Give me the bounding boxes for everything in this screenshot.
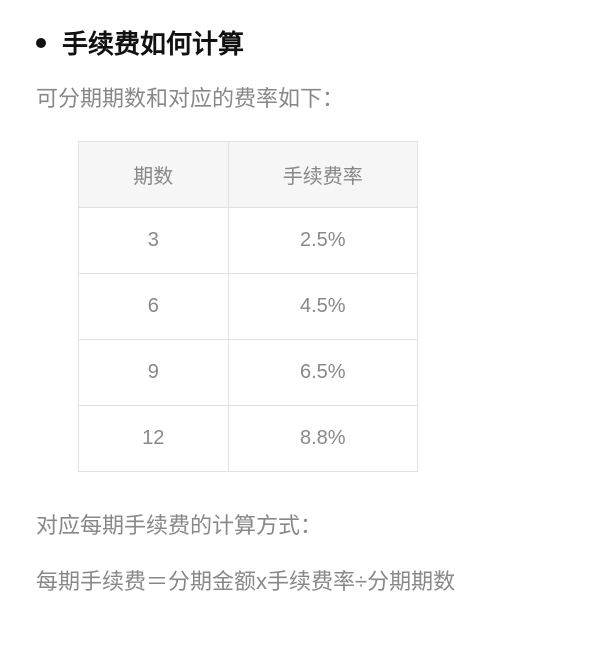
table-cell-period: 12 xyxy=(79,406,229,472)
table-header-rate: 手续费率 xyxy=(228,142,417,208)
table-cell-period: 9 xyxy=(79,340,229,406)
table-row: 9 6.5% xyxy=(79,340,418,406)
table-cell-rate: 2.5% xyxy=(228,208,417,274)
formula-label: 对应每期手续费的计算方式： xyxy=(36,508,564,540)
table-cell-rate: 8.8% xyxy=(228,406,417,472)
table-header-periods: 期数 xyxy=(79,142,229,208)
rate-table: 期数 手续费率 3 2.5% 6 4.5% 9 6.5% 12 8.8% xyxy=(78,141,418,472)
heading-text: 手续费如何计算 xyxy=(62,24,244,61)
table-header-row: 期数 手续费率 xyxy=(79,142,418,208)
subheading-text: 可分期期数和对应的费率如下： xyxy=(36,81,564,113)
section-heading: 手续费如何计算 xyxy=(36,24,564,61)
formula-text: 每期手续费＝分期金额x手续费率÷分期期数 xyxy=(36,564,564,596)
table-cell-rate: 6.5% xyxy=(228,340,417,406)
table-cell-period: 6 xyxy=(79,274,229,340)
table-cell-rate: 4.5% xyxy=(228,274,417,340)
table-row: 12 8.8% xyxy=(79,406,418,472)
table-cell-period: 3 xyxy=(79,208,229,274)
table-row: 3 2.5% xyxy=(79,208,418,274)
bullet-icon xyxy=(36,38,46,48)
table-row: 6 4.5% xyxy=(79,274,418,340)
